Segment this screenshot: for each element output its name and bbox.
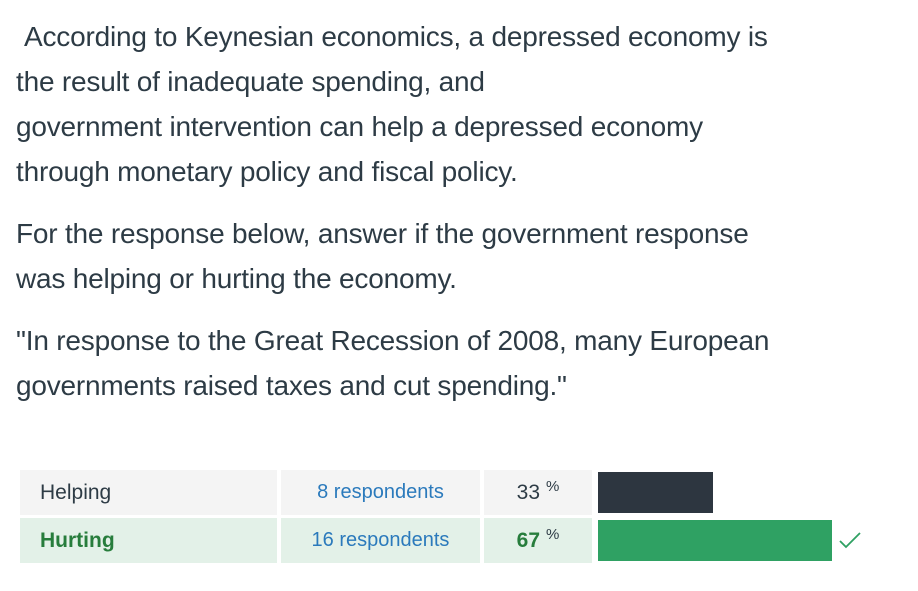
question-line: According to Keynesian economics, a depr… (24, 21, 768, 52)
percent-bar-track (598, 472, 832, 513)
percent-cell: 33% (484, 470, 592, 515)
respondents-cell: 16 respondents (281, 518, 480, 563)
answer-label: Hurting (40, 528, 115, 552)
answer-row-hurting: Hurting 16 respondents 67% (20, 518, 900, 563)
question-line: the result of inadequate spending, and (16, 66, 485, 97)
respondents-link[interactable]: 8 respondents (317, 481, 444, 503)
percent-bar (598, 472, 714, 513)
question-text: According to Keynesian economics, a depr… (16, 14, 876, 408)
respondents-link[interactable]: 16 respondents (311, 529, 450, 551)
answer-label: Helping (40, 480, 112, 504)
question-line: "In response to the Great Recession of 2… (16, 325, 770, 356)
question-line: governments raised taxes and cut spendin… (16, 370, 567, 401)
question-line: was helping or hurting the economy. (16, 263, 457, 294)
check-icon (839, 532, 861, 549)
percent-value: 33 (516, 480, 540, 504)
question-paragraph-intro: According to Keynesian economics, a depr… (16, 14, 876, 194)
question-line: through monetary policy and fiscal polic… (16, 156, 518, 187)
respondents-cell: 8 respondents (281, 470, 480, 515)
answer-label-cell: Hurting (20, 518, 277, 563)
question-paragraph-instruction: For the response below, answer if the go… (16, 211, 876, 301)
percent-cell: 67% (484, 518, 592, 563)
answer-results-table: Helping 8 respondents 33% Hurting 16 res… (20, 470, 900, 566)
question-line: For the response below, answer if the go… (16, 218, 749, 249)
percent-bar-track (598, 520, 832, 561)
percent-bar (598, 520, 832, 561)
percent-value: 67 (516, 528, 540, 552)
question-paragraph-quote: "In response to the Great Recession of 2… (16, 318, 876, 408)
percent-symbol: % (546, 526, 560, 543)
answer-label-cell: Helping (20, 470, 277, 515)
question-line: government intervention can help a depre… (16, 111, 703, 142)
percent-symbol: % (546, 478, 560, 495)
answer-row-helping: Helping 8 respondents 33% (20, 470, 900, 515)
